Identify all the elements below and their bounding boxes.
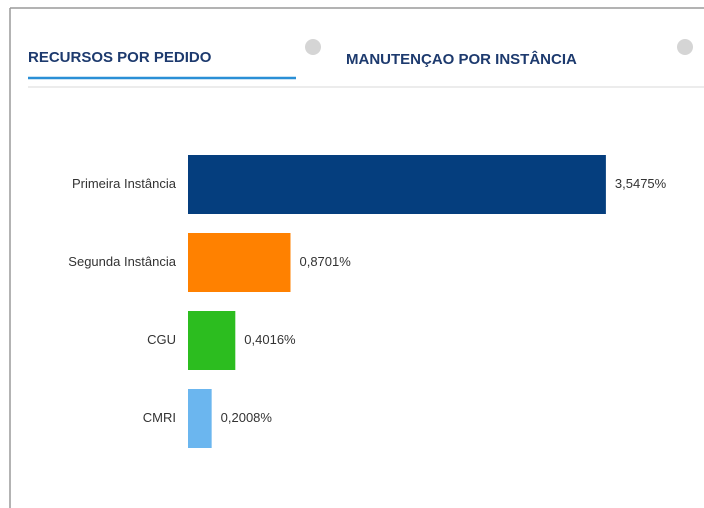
category-label: CMRI (143, 410, 176, 425)
category-label: CGU (147, 332, 176, 347)
tab[interactable]: RECURSOS POR PEDIDO (28, 49, 212, 66)
category-label: Segunda Instância (68, 254, 176, 269)
value-label: 0,8701% (299, 254, 351, 269)
tab[interactable]: MANUTENÇAO POR INSTÂNCIA (346, 50, 577, 68)
bar (188, 311, 236, 370)
bar (188, 233, 291, 292)
category-label: Primeira Instância (72, 176, 177, 191)
bar (188, 155, 606, 214)
value-label: 0,4016% (244, 332, 296, 347)
help-icon[interactable] (305, 39, 321, 55)
value-label: 3,5475% (615, 176, 667, 191)
help-icon[interactable] (677, 39, 693, 55)
bar (188, 389, 212, 448)
value-label: 0,2008% (221, 410, 273, 425)
